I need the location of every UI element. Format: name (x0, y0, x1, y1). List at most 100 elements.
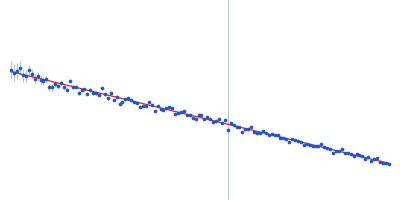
Point (353, 153, 360, 156)
Point (242, 127, 248, 131)
Point (315, 144, 322, 147)
Point (143, 104, 149, 107)
Point (90, 92, 96, 95)
Point (224, 128, 231, 131)
Point (181, 110, 187, 113)
Point (163, 106, 170, 109)
Point (298, 141, 304, 144)
Point (356, 154, 363, 157)
Point (301, 143, 307, 147)
Point (213, 119, 219, 122)
Point (11, 71, 18, 74)
Point (280, 137, 286, 140)
Point (245, 127, 252, 130)
Point (128, 99, 134, 102)
Point (58, 81, 64, 84)
Point (70, 86, 76, 89)
Point (49, 86, 56, 89)
Point (374, 157, 380, 160)
Point (310, 144, 316, 148)
Point (295, 140, 301, 143)
Point (160, 109, 167, 112)
Point (344, 151, 351, 155)
Point (125, 96, 132, 100)
Point (239, 130, 246, 133)
Point (277, 137, 284, 140)
Point (190, 117, 196, 120)
Point (386, 162, 392, 165)
Point (219, 121, 225, 125)
Point (382, 161, 389, 164)
Point (321, 146, 328, 149)
Point (105, 97, 111, 100)
Point (324, 146, 330, 150)
Point (263, 131, 269, 134)
Point (93, 92, 99, 95)
Point (134, 101, 140, 105)
Point (43, 78, 50, 81)
Point (222, 119, 228, 122)
Point (362, 157, 368, 160)
Point (327, 148, 333, 151)
Point (312, 144, 319, 147)
Point (233, 125, 240, 129)
Point (78, 89, 85, 92)
Point (110, 99, 117, 102)
Point (268, 132, 275, 136)
Point (99, 86, 105, 90)
Point (20, 74, 26, 77)
Point (61, 86, 67, 89)
Point (228, 122, 234, 125)
Point (365, 155, 372, 158)
Point (359, 154, 366, 158)
Point (266, 134, 272, 137)
Point (201, 117, 208, 120)
Point (148, 103, 155, 106)
Point (348, 153, 354, 156)
Point (72, 85, 79, 89)
Point (152, 110, 158, 113)
Point (368, 159, 374, 162)
Point (137, 105, 143, 109)
Point (251, 130, 257, 133)
Point (192, 118, 199, 121)
Point (380, 161, 386, 164)
Point (81, 87, 88, 91)
Point (64, 88, 70, 91)
Point (169, 107, 176, 110)
Point (339, 147, 345, 150)
Point (17, 67, 23, 70)
Point (195, 114, 202, 117)
Point (146, 101, 152, 104)
Point (318, 143, 324, 146)
Point (175, 111, 181, 115)
Point (289, 138, 295, 141)
Point (140, 104, 146, 107)
Point (286, 140, 292, 143)
Point (172, 112, 178, 115)
Point (96, 93, 102, 96)
Point (304, 143, 310, 146)
Point (254, 131, 260, 135)
Point (26, 69, 32, 72)
Point (34, 75, 41, 78)
Point (248, 125, 254, 129)
Point (8, 68, 14, 71)
Point (119, 101, 126, 104)
Point (274, 133, 281, 136)
Point (154, 105, 161, 108)
Point (377, 161, 383, 164)
Point (371, 158, 377, 161)
Point (333, 149, 339, 152)
Point (108, 92, 114, 95)
Point (178, 110, 184, 114)
Point (184, 114, 190, 117)
Point (32, 77, 38, 81)
Point (122, 97, 129, 100)
Point (306, 143, 313, 146)
Point (52, 83, 58, 86)
Point (204, 115, 210, 119)
Point (210, 121, 216, 124)
Point (271, 134, 278, 137)
Point (23, 74, 29, 78)
